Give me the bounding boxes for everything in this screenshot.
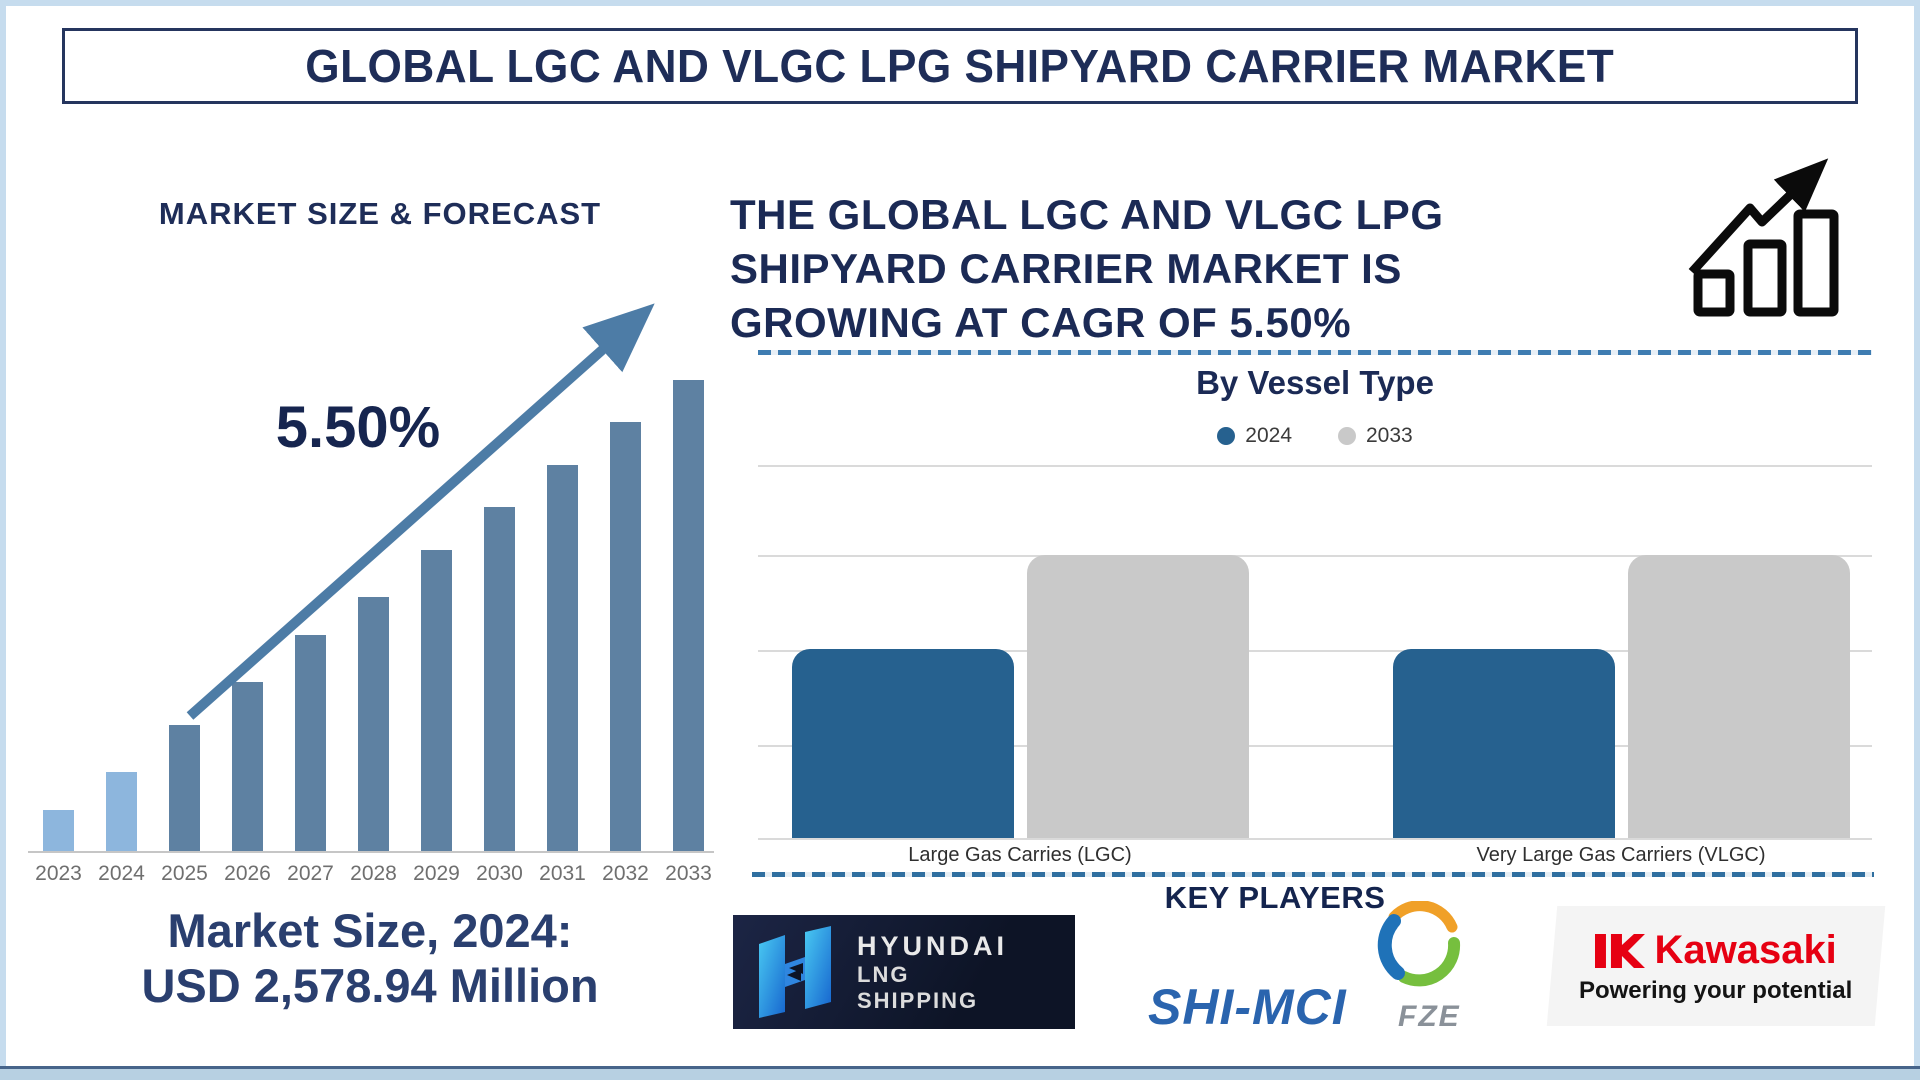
legend-dot-2024	[1217, 427, 1236, 445]
vessel-bar-2033-vlgc	[1627, 555, 1850, 838]
page-title: GLOBAL LGC AND VLGC LPG SHIPYARD CARRIER…	[305, 40, 1615, 92]
forecast-year-label: 2031	[539, 862, 586, 885]
forecast-bar-2027	[295, 635, 326, 852]
hyundai-line1: HYUNDAI	[857, 930, 1009, 961]
key-players-title: KEY PLAYERS	[1164, 880, 1386, 915]
forecast-year-label: 2025	[161, 862, 208, 885]
shi-mci-wordmark: SHI-MCI	[1148, 979, 1347, 1035]
kawasaki-logo: Kawasaki Powering your potential	[1546, 906, 1886, 1026]
vessel-gridline	[758, 465, 1872, 467]
forecast-year-label: 2033	[665, 862, 712, 885]
market-size-line1: Market Size, 2024:	[167, 904, 573, 957]
dashed-divider-bottom	[752, 872, 1874, 877]
headline-line-2: SHIPYARD CARRIER MARKET IS	[730, 245, 1402, 292]
shi-mci-suffix: FZE	[1398, 1000, 1461, 1033]
frame-left	[0, 0, 6, 1080]
forecast-year-label: 2026	[224, 862, 271, 885]
forecast-bar-2030	[484, 507, 515, 852]
forecast-year-label: 2028	[350, 862, 397, 885]
legend-item-2033: 2033	[1338, 424, 1413, 448]
right-headline: THE GLOBAL LGC AND VLGC LPG SHIPYARD CAR…	[730, 188, 1510, 350]
frame-top	[0, 0, 1920, 6]
hyundai-lng-shipping-logo: HYUNDAI LNG SHIPPING	[733, 915, 1075, 1029]
market-size-line2: USD 2,578.94 Million	[141, 959, 599, 1013]
kawasaki-river-mark-icon	[1594, 933, 1645, 967]
forecast-bar-2024	[106, 772, 137, 852]
forecast-year-label: 2030	[476, 862, 523, 885]
forecast-bar-2023	[43, 810, 74, 852]
hyundai-line3: SHIPPING	[857, 987, 979, 1013]
forecast-bar-2029	[421, 550, 452, 852]
forecast-year-label: 2032	[602, 862, 649, 885]
vessel-category-label: Large Gas Carries (LGC)	[908, 844, 1132, 866]
legend-item-2024: 2024	[1217, 424, 1292, 448]
forecast-bar-2028	[358, 597, 389, 852]
vessel-gridline	[758, 745, 1872, 747]
vessel-bar-2024-vlgc	[1392, 649, 1615, 838]
frame-right	[1914, 0, 1920, 1080]
vessel-bar-2033-lgc	[1026, 555, 1249, 838]
market-size-value: Market Size, 2024: USD 2,578.94 Million	[50, 903, 690, 1014]
vessel-gridline	[758, 650, 1872, 652]
title-box: GLOBAL LGC AND VLGC LPG SHIPYARD CARRIER…	[62, 28, 1858, 104]
vessel-gridline	[758, 555, 1872, 557]
hyundai-wordmark: HYUNDAI LNG SHIPPING	[857, 931, 1008, 1014]
forecast-baseline	[28, 851, 714, 853]
vessel-type-title: By Vessel Type	[1196, 364, 1434, 401]
forecast-bar-2033	[673, 380, 704, 852]
growth-chart-icon	[1688, 158, 1839, 317]
forecast-year-label: 2023	[35, 862, 82, 885]
forecast-year-label: 2027	[287, 862, 334, 885]
market-size-forecast-heading: MARKET SIZE & FORECAST	[158, 196, 602, 231]
forecast-bar-2032	[610, 422, 641, 852]
legend-label-2024: 2024	[1245, 424, 1292, 447]
forecast-bar-2031	[547, 465, 578, 852]
vessel-baseline	[758, 838, 1872, 840]
frame-bottom	[0, 1066, 1920, 1080]
legend-label-2033: 2033	[1366, 424, 1413, 447]
kawasaki-wordmark: Kawasaki	[1654, 927, 1838, 972]
headline-line-3: GROWING AT CAGR OF 5.50%	[730, 299, 1352, 346]
vessel-category-label: Very Large Gas Carriers (VLGC)	[1476, 844, 1766, 866]
kawasaki-tagline: Powering your potential	[1579, 976, 1853, 1004]
vessel-chart-legend: 2024 2033	[1090, 424, 1540, 448]
forecast-year-label: 2029	[413, 862, 460, 885]
cagr-annotation: 5.50%	[275, 395, 441, 460]
dashed-divider-top	[758, 350, 1872, 355]
forecast-year-label: 2024	[98, 862, 145, 885]
forecast-bar-2025	[169, 725, 200, 852]
hyundai-line2: LNG	[857, 961, 910, 987]
headline-line-1: THE GLOBAL LGC AND VLGC LPG	[730, 191, 1444, 238]
vessel-bar-2024-lgc	[791, 649, 1014, 838]
shi-mci-ring-icon	[1377, 901, 1461, 987]
legend-dot-2033	[1338, 427, 1356, 445]
hyundai-h-icon	[759, 926, 831, 1018]
forecast-bar-2026	[232, 682, 263, 852]
